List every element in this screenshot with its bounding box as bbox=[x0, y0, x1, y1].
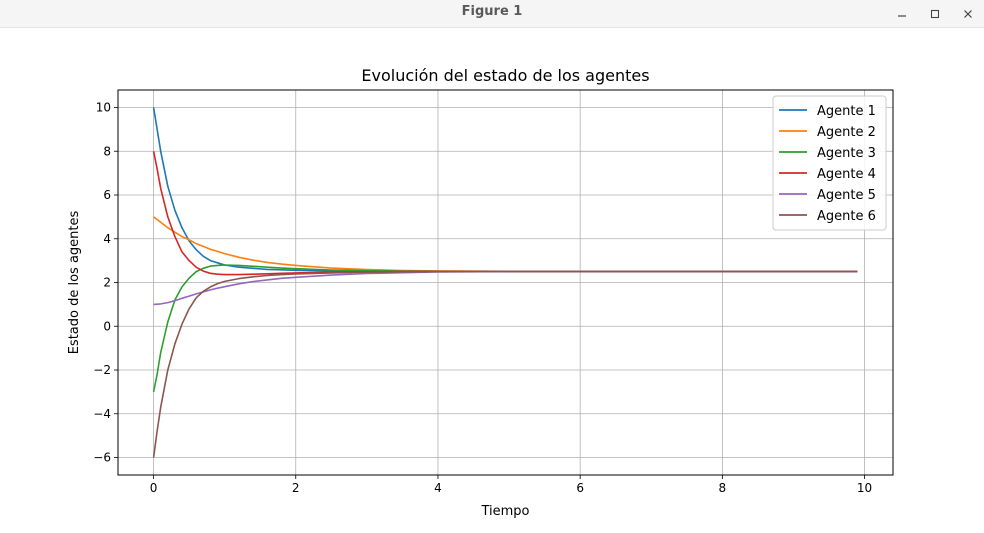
minimize-button[interactable] bbox=[885, 0, 918, 27]
series-line-agente-3 bbox=[152, 264, 858, 393]
x-tick-label: 4 bbox=[434, 481, 442, 495]
series-lines bbox=[152, 107, 858, 458]
window-title: Figure 1 bbox=[461, 4, 523, 19]
series-line-agente-4 bbox=[152, 151, 858, 276]
legend-label: Agente 6 bbox=[817, 209, 876, 224]
legend-label: Agente 1 bbox=[817, 104, 876, 119]
legend-label: Agente 3 bbox=[817, 146, 876, 161]
y-tick-label: −2 bbox=[93, 363, 111, 377]
x-tick-label: 8 bbox=[719, 481, 727, 495]
x-tick-label: 2 bbox=[292, 481, 300, 495]
x-axis-label: Tiempo bbox=[480, 504, 529, 519]
close-icon bbox=[963, 9, 972, 18]
grid-lines bbox=[118, 90, 893, 475]
legend-label: Agente 2 bbox=[817, 125, 876, 140]
legend-label: Agente 5 bbox=[817, 188, 876, 203]
chart-canvas: 0 2 4 6 8 10 −6 −4 −2 0 2 4 6 8 10 Evolución del estad… bbox=[0, 28, 984, 529]
y-tick-label: −6 bbox=[93, 451, 111, 465]
series-line-agente-6 bbox=[152, 270, 858, 458]
minimize-icon bbox=[897, 14, 906, 17]
maximize-button[interactable] bbox=[918, 0, 951, 27]
y-axis-label: Estado de los agentes bbox=[67, 210, 82, 354]
line-chart: 0 2 4 6 8 10 −6 −4 −2 0 2 4 6 8 10 Evolución del estad… bbox=[67, 66, 894, 519]
y-tick-label: 0 bbox=[103, 319, 111, 333]
legend-label: Agente 4 bbox=[817, 167, 876, 182]
y-tick-label: 10 bbox=[96, 101, 111, 115]
x-tick-label: 0 bbox=[150, 481, 158, 495]
y-tick-label: 4 bbox=[103, 232, 111, 246]
close-button[interactable] bbox=[951, 0, 984, 27]
maximize-icon bbox=[930, 9, 939, 18]
series-line-agente-1 bbox=[152, 107, 858, 273]
axis-ticks: 0 2 4 6 8 10 −6 −4 −2 0 2 4 6 8 10 bbox=[93, 101, 872, 496]
legend: Agente 1 Agente 2 Agente 3 Agente 4 Agente 5… bbox=[772, 95, 887, 231]
y-tick-label: 6 bbox=[103, 188, 111, 202]
x-tick-label: 10 bbox=[857, 481, 872, 495]
y-tick-label: −4 bbox=[93, 407, 111, 421]
series-line-agente-2 bbox=[153, 216, 858, 273]
chart-title: Evolución del estado de los agentes bbox=[361, 66, 649, 85]
y-tick-label: 2 bbox=[103, 276, 111, 290]
legend-box bbox=[772, 95, 887, 231]
x-tick-label: 6 bbox=[576, 481, 584, 495]
window-controls bbox=[885, 0, 984, 27]
title-bar: Figure 1 bbox=[0, 0, 984, 28]
y-tick-label: 8 bbox=[103, 144, 111, 158]
